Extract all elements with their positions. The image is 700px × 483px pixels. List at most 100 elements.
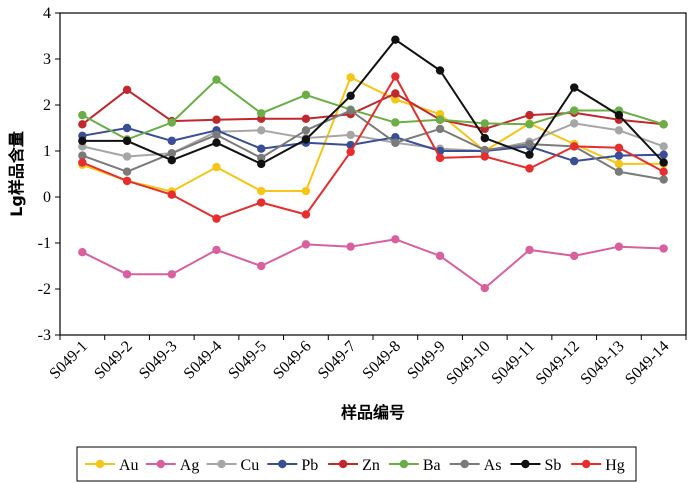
series-line-sb — [82, 38, 665, 165]
data-point-cu — [122, 152, 132, 161]
series-line-pb — [82, 127, 664, 163]
x-tick-label: S049-2 — [91, 338, 136, 383]
data-point-ba — [257, 109, 266, 118]
legend-label: Hg — [605, 457, 625, 474]
data-point-zn — [78, 120, 87, 129]
data-point-as — [167, 149, 176, 158]
x-tick-label: S049-10 — [443, 338, 493, 388]
data-point-ag — [122, 270, 132, 279]
data-point-ag — [570, 251, 579, 261]
legend-item-pb: Pb — [267, 457, 318, 474]
data-point-sb — [78, 136, 87, 146]
data-point-ag — [435, 251, 445, 261]
legend-item-hg: Hg — [571, 457, 625, 474]
legend-label: Au — [119, 457, 139, 474]
plot-area — [59, 12, 687, 336]
data-point-as — [122, 167, 132, 176]
x-tick-label: S049-9 — [404, 338, 449, 383]
data-point-sb — [570, 83, 579, 92]
data-point-as — [212, 130, 221, 140]
legend-label: Ba — [423, 457, 441, 474]
data-point-sb — [257, 159, 266, 169]
x-tick-label: S049-12 — [533, 338, 583, 388]
data-point-hg — [346, 147, 355, 157]
x-tick-label: S049-6 — [270, 338, 315, 383]
series-line-as — [82, 109, 664, 181]
data-point-sb — [301, 135, 311, 144]
x-tick-label: S049-4 — [181, 338, 226, 383]
data-point-au — [391, 95, 400, 104]
legend-marker — [95, 459, 105, 469]
series-sb — [78, 35, 668, 169]
data-point-ag — [391, 235, 400, 244]
legend-label: Zn — [362, 457, 380, 474]
data-point-hg — [614, 143, 624, 152]
data-point-hg — [525, 164, 534, 173]
data-point-hg — [659, 167, 668, 176]
data-point-au — [614, 159, 624, 169]
data-point-hg — [435, 153, 445, 163]
data-point-as — [78, 151, 87, 160]
legend-marker — [521, 459, 530, 469]
data-point-ba — [570, 106, 579, 115]
x-tick-label: S049-8 — [359, 338, 404, 383]
legend-item-au: Au — [85, 457, 139, 474]
legend-label: As — [484, 457, 502, 474]
data-point-hg — [257, 198, 266, 207]
data-point-sb — [525, 150, 534, 159]
series-line-hg — [82, 75, 665, 220]
x-axis: S049-1 S049-2 S049-3 S049-4 S049-5 S049-6 S049… — [46, 335, 687, 388]
data-point-zn — [525, 110, 534, 120]
data-point-as — [346, 106, 355, 115]
data-point-cu — [257, 126, 266, 135]
series-hg — [78, 72, 668, 223]
data-point-cu — [570, 119, 579, 128]
y-axis: -3 -2 -1 0 1 2 3 4 — [38, 5, 60, 344]
data-point-zn — [391, 89, 400, 98]
legend-marker — [217, 459, 226, 469]
legend-marker — [156, 459, 165, 469]
data-point-ag — [480, 283, 489, 293]
data-point-ag — [346, 242, 355, 251]
data-point-hg — [212, 214, 221, 223]
x-tick-label: S049-11 — [488, 338, 538, 388]
data-point-ba — [167, 118, 176, 127]
x-tick-label: S049-13 — [577, 338, 627, 388]
data-point-as — [525, 139, 534, 149]
data-point-hg — [78, 158, 87, 167]
legend-item-as: As — [449, 457, 502, 474]
y-tick-label: -1 — [38, 235, 51, 252]
data-point-as — [391, 138, 400, 147]
data-point-ag — [614, 242, 624, 251]
y-tick-label: -2 — [38, 281, 51, 298]
y-tick-label: 0 — [43, 189, 51, 206]
data-point-pb — [122, 123, 132, 133]
legend-label: Ag — [180, 457, 200, 474]
data-point-pb — [167, 136, 176, 146]
data-point-zn — [301, 114, 311, 124]
legend-marker — [338, 459, 348, 469]
data-point-hg — [480, 152, 489, 161]
data-point-au — [212, 162, 221, 172]
data-point-au — [301, 186, 311, 196]
data-point-ba — [525, 120, 534, 129]
data-point-ba — [480, 119, 489, 128]
data-point-sb — [659, 158, 668, 167]
data-point-cu — [346, 130, 355, 140]
legend-label: Pb — [301, 457, 318, 474]
data-point-sb — [614, 110, 624, 120]
y-axis-title: Lg样品含量 — [7, 131, 26, 217]
series-as — [78, 106, 668, 184]
x-axis-title: 样品编号 — [341, 403, 405, 422]
data-point-hg — [167, 190, 176, 199]
data-point-as — [435, 124, 445, 134]
data-point-pb — [570, 156, 579, 166]
data-point-as — [480, 145, 489, 155]
x-tick-label: S049-1 — [46, 338, 91, 383]
data-point-as — [257, 153, 266, 163]
x-tick-label: S049-3 — [136, 338, 181, 383]
x-tick-label: S049-5 — [225, 338, 270, 383]
data-point-sb — [480, 133, 489, 143]
data-point-ag — [78, 248, 87, 257]
legend-marker — [278, 459, 287, 469]
